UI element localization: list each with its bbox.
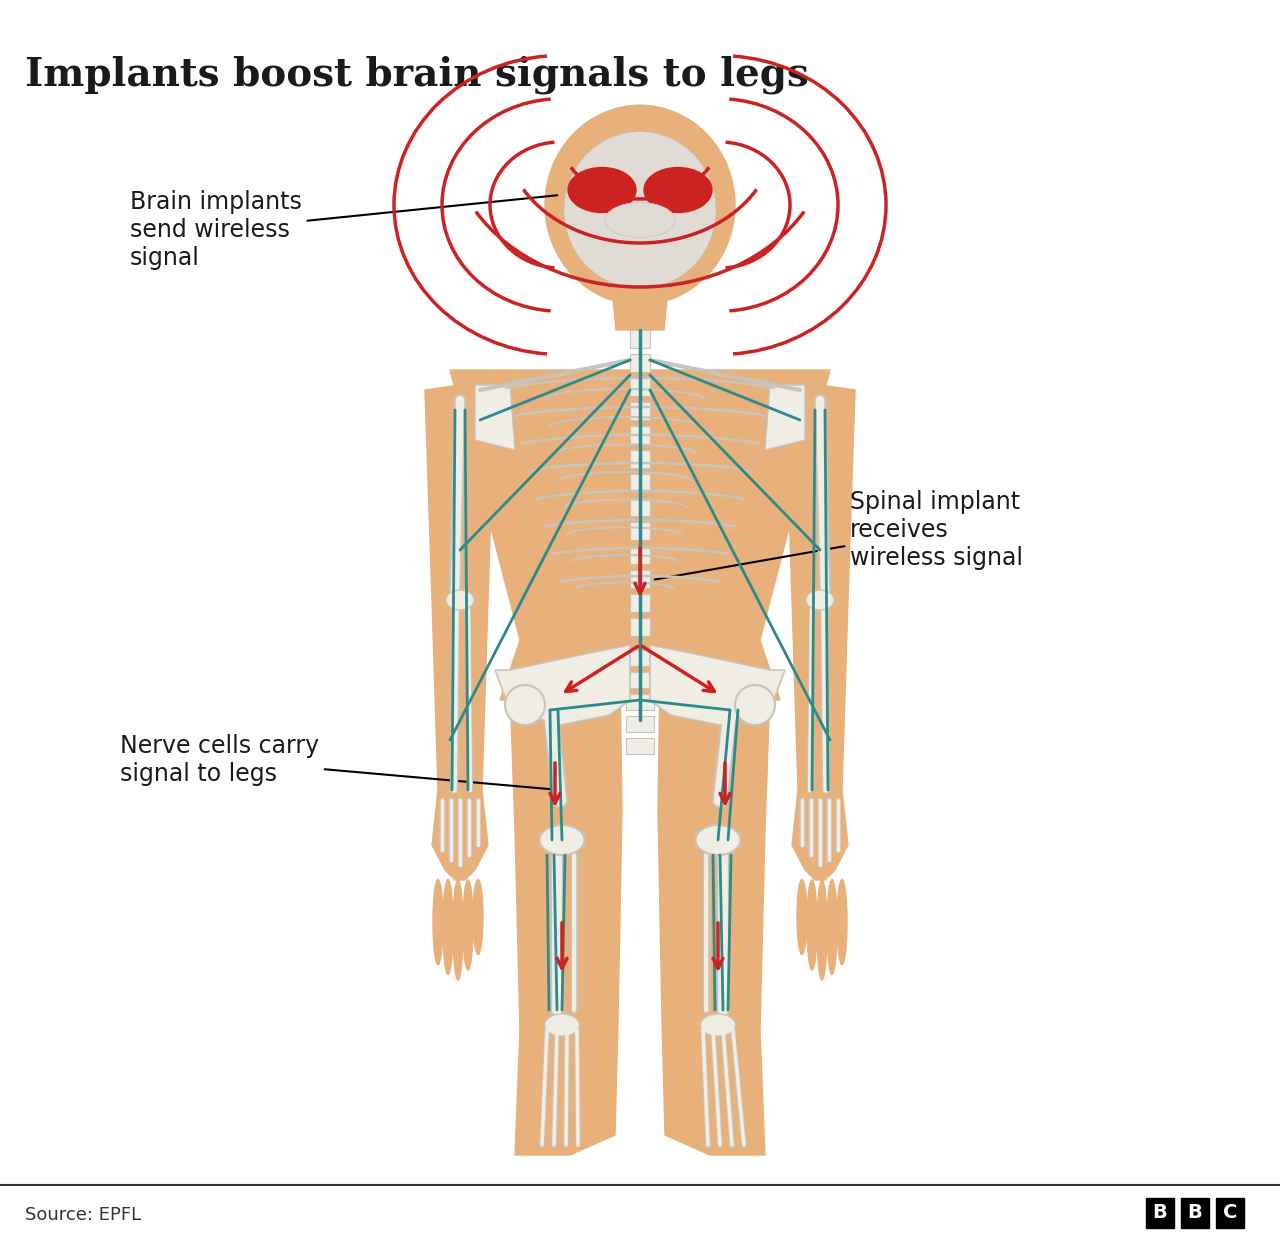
Polygon shape (662, 1020, 765, 1155)
Polygon shape (626, 650, 654, 667)
Ellipse shape (605, 203, 675, 238)
Polygon shape (475, 385, 515, 450)
FancyBboxPatch shape (1181, 1197, 1210, 1229)
Ellipse shape (564, 132, 716, 288)
Text: B: B (1152, 1204, 1167, 1222)
Polygon shape (626, 694, 654, 710)
Polygon shape (658, 670, 771, 830)
Polygon shape (792, 790, 849, 880)
Polygon shape (630, 546, 650, 564)
Polygon shape (433, 601, 488, 790)
FancyBboxPatch shape (1146, 1197, 1174, 1229)
Polygon shape (630, 522, 650, 540)
Ellipse shape (445, 591, 474, 611)
Ellipse shape (568, 167, 636, 213)
Polygon shape (630, 402, 650, 420)
Ellipse shape (827, 880, 837, 974)
Text: Nerve cells carry
signal to legs: Nerve cells carry signal to legs (120, 734, 557, 790)
Ellipse shape (695, 825, 741, 855)
Text: Source: EPFL: Source: EPFL (26, 1206, 141, 1224)
Ellipse shape (797, 880, 806, 954)
Polygon shape (630, 594, 650, 612)
Polygon shape (630, 450, 650, 468)
Polygon shape (630, 498, 650, 516)
Ellipse shape (433, 880, 443, 964)
Text: Spinal implant
receives
wireless signal: Spinal implant receives wireless signal (655, 490, 1023, 579)
Ellipse shape (506, 685, 545, 725)
Polygon shape (650, 645, 785, 725)
Text: C: C (1222, 1204, 1238, 1222)
Polygon shape (626, 672, 654, 688)
Polygon shape (630, 426, 650, 444)
Polygon shape (630, 354, 650, 373)
Ellipse shape (539, 825, 585, 855)
Polygon shape (433, 790, 488, 880)
Polygon shape (515, 810, 622, 1030)
Ellipse shape (817, 880, 827, 981)
Polygon shape (425, 380, 495, 601)
Polygon shape (630, 330, 650, 348)
Text: Brain implants
send wireless
signal: Brain implants send wireless signal (131, 191, 557, 270)
Ellipse shape (806, 880, 817, 969)
Ellipse shape (837, 880, 847, 964)
Polygon shape (765, 385, 805, 450)
Polygon shape (626, 716, 654, 731)
Polygon shape (509, 670, 622, 830)
Ellipse shape (545, 105, 735, 305)
Polygon shape (792, 601, 849, 790)
Polygon shape (495, 645, 630, 725)
Polygon shape (515, 1020, 618, 1155)
Polygon shape (785, 380, 855, 601)
Ellipse shape (463, 880, 474, 969)
Polygon shape (500, 640, 780, 700)
Text: B: B (1188, 1204, 1202, 1222)
Polygon shape (630, 378, 650, 396)
Ellipse shape (644, 167, 712, 213)
Ellipse shape (735, 685, 774, 725)
FancyBboxPatch shape (1216, 1197, 1244, 1229)
Ellipse shape (474, 880, 483, 954)
Polygon shape (630, 569, 650, 588)
Polygon shape (451, 370, 829, 640)
Polygon shape (626, 738, 654, 754)
Polygon shape (630, 473, 650, 492)
Polygon shape (612, 288, 668, 330)
Ellipse shape (544, 1014, 580, 1035)
Ellipse shape (806, 591, 835, 611)
Ellipse shape (700, 1014, 736, 1035)
Ellipse shape (443, 880, 453, 974)
Text: Implants boost brain signals to legs: Implants boost brain signals to legs (26, 55, 809, 93)
Polygon shape (630, 618, 650, 635)
Polygon shape (658, 810, 765, 1030)
Ellipse shape (453, 880, 463, 981)
